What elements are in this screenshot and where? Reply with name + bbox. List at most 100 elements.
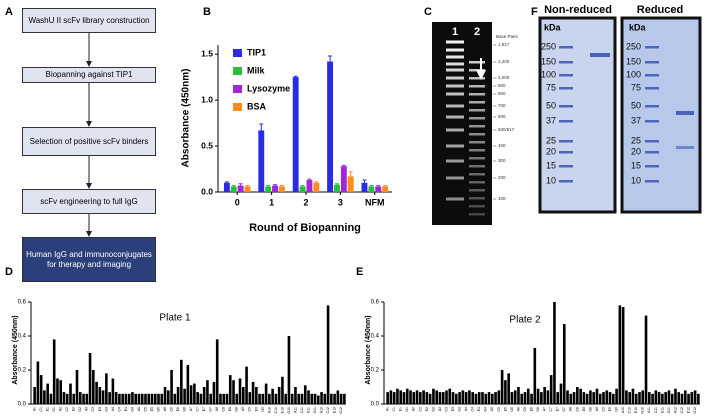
x-tick-label: C10: [274, 407, 278, 413]
ladder-band: [645, 180, 659, 183]
bar: [244, 186, 251, 192]
marker-label: 25: [546, 135, 556, 145]
x-tick-label: C8: [222, 407, 226, 412]
x-tick-label: E10: [634, 407, 638, 413]
y-tick-label: 0.4: [18, 334, 27, 340]
bar: [526, 388, 530, 404]
x-tick-label: A7: [189, 407, 193, 411]
bar: [589, 390, 592, 404]
x-tick-label: 0: [235, 197, 240, 207]
bar: [487, 392, 491, 404]
x-tick-label: E1: [399, 407, 403, 411]
x-tick-label: C1: [392, 407, 396, 412]
x-tick-label: C12: [326, 407, 330, 413]
x-tick-label: E1: [46, 407, 50, 411]
marker-label: 150: [541, 56, 556, 66]
x-tick-label: E2: [72, 407, 76, 411]
sample-band: [469, 213, 485, 216]
error-bar: [224, 181, 229, 184]
bar: [228, 375, 232, 404]
bar: [569, 393, 573, 404]
error-bar: [376, 185, 381, 188]
x-tick-label: A12: [673, 407, 677, 413]
bar: [36, 361, 40, 404]
size-label: 200: [498, 175, 506, 180]
bar: [425, 392, 429, 404]
bar: [435, 390, 439, 404]
bar: [248, 392, 252, 404]
marker-label: 100: [626, 69, 641, 79]
x-tick-label: E9: [608, 407, 612, 411]
ladder-band: [446, 55, 464, 59]
legend-label: BSA: [247, 101, 267, 111]
bar: [343, 393, 346, 404]
x-tick-label: E12: [333, 407, 337, 413]
bar: [396, 388, 399, 404]
bar: [313, 393, 317, 404]
bar: [56, 378, 59, 404]
bar: [605, 390, 609, 404]
x-tick-label: G12: [693, 407, 697, 414]
error-bar: [238, 183, 243, 188]
bar: [69, 383, 72, 404]
bar: [412, 392, 416, 404]
panel-label: A: [5, 6, 13, 18]
ladder-band: [446, 176, 464, 180]
bar: [251, 381, 255, 404]
x-tick-label: G4: [484, 407, 488, 412]
bar: [292, 77, 299, 192]
bar: [59, 380, 63, 404]
bar: [114, 392, 118, 404]
bar: [258, 130, 265, 192]
bar: [202, 387, 206, 404]
ladder-band: [559, 74, 573, 77]
sample-band: [469, 85, 485, 88]
gel-band: [676, 146, 694, 149]
ladder-band: [446, 68, 464, 72]
bar: [245, 366, 248, 404]
error-bar: [314, 181, 319, 184]
legend-swatch: [233, 67, 242, 75]
bar: [299, 186, 306, 192]
y-axis-title: Absorbance (450nm): [181, 69, 192, 168]
x-tick-label: C9: [248, 407, 252, 412]
bar: [163, 387, 167, 404]
bar: [500, 370, 504, 404]
bar: [422, 390, 425, 404]
bar: [274, 393, 278, 404]
x-tick-label: A10: [621, 407, 625, 413]
bar: [306, 180, 313, 192]
bar: [556, 392, 560, 404]
bar: [451, 392, 455, 404]
x-tick-label: A4: [111, 407, 115, 411]
x-tick-label: 1: [269, 197, 274, 207]
x-tick-label: G5: [510, 407, 514, 412]
bar: [153, 393, 157, 404]
bar: [241, 387, 245, 404]
size-label: 600: [498, 114, 506, 119]
size-label: 100: [498, 196, 506, 201]
y-axis-title: Absorbance (450nm): [12, 315, 19, 384]
sample-band: [469, 61, 485, 64]
bar: [481, 392, 484, 404]
x-tick-label: A11: [293, 407, 297, 413]
bar: [618, 305, 622, 404]
x-tick-label: E7: [556, 407, 560, 411]
bar: [592, 392, 596, 404]
x-tick-label: E8: [582, 407, 586, 411]
bar: [167, 390, 170, 404]
bar: [484, 393, 488, 404]
bar: [647, 392, 651, 404]
x-tick-label: A12: [319, 407, 323, 413]
x-tick-label: C6: [169, 407, 173, 412]
marker-label: 250: [626, 41, 641, 51]
bar: [101, 390, 105, 404]
bar: [631, 388, 635, 404]
ladder-band: [645, 140, 659, 143]
marker-label: 100: [541, 69, 556, 79]
legend-label: Lysozyme: [247, 83, 290, 93]
bar: [438, 392, 442, 404]
x-tick-label: E2: [425, 407, 429, 411]
legend-label: Milk: [247, 65, 265, 75]
bar: [680, 393, 684, 404]
